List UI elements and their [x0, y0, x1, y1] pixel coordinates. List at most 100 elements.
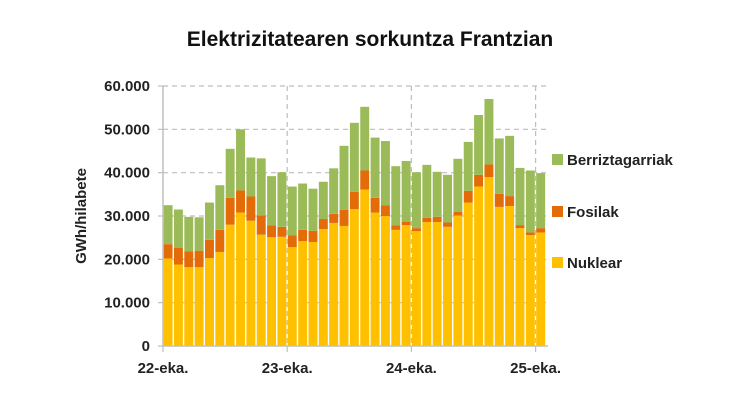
bar-nuklear — [463, 202, 473, 346]
bar-berriztagarriak — [298, 183, 308, 230]
chart-title: Elektrizitatearen sorkuntza Frantzian — [187, 28, 553, 51]
bar-fosilak — [474, 174, 484, 187]
bar-nuklear — [349, 209, 359, 346]
bar-fosilak — [515, 225, 525, 229]
bar-berriztagarriak — [484, 99, 494, 165]
bar-berriztagarriak — [236, 129, 245, 191]
bar-nuklear — [287, 247, 297, 346]
bar-fosilak — [505, 196, 515, 207]
bar-berriztagarriak — [205, 202, 214, 240]
bar-berriztagarriak — [422, 164, 432, 218]
bar-nuklear — [163, 258, 173, 346]
bar-berriztagarriak — [401, 160, 411, 222]
bar-fosilak — [215, 229, 225, 252]
bar-nuklear — [536, 232, 546, 346]
bar-fosilak — [412, 228, 421, 232]
y-tick-label: 60.000 — [104, 78, 150, 95]
bar-nuklear — [267, 237, 277, 346]
bar-fosilak — [453, 211, 463, 216]
bar-fosilak — [339, 209, 349, 226]
bar-berriztagarriak — [360, 106, 370, 171]
bar-fosilak — [184, 251, 194, 268]
bar-fosilak — [256, 215, 266, 235]
bar-nuklear — [391, 229, 401, 346]
bar-nuklear — [412, 231, 421, 346]
bar-berriztagarriak — [494, 138, 504, 194]
bar-nuklear — [184, 267, 194, 346]
bar-nuklear — [494, 206, 504, 346]
legend-label-berriztagarriak: Berriztagarriak — [567, 152, 674, 169]
bar-berriztagarriak — [536, 173, 546, 229]
bar-nuklear — [194, 267, 204, 346]
bar-berriztagarriak — [318, 181, 328, 220]
bar-fosilak — [443, 222, 452, 227]
bar-berriztagarriak — [443, 174, 452, 223]
bar-fosilak — [432, 216, 442, 223]
bar-nuklear — [360, 189, 370, 346]
legend-swatch-nuklear — [552, 257, 563, 268]
bar-nuklear — [318, 229, 328, 346]
bar-fosilak — [536, 228, 546, 233]
legend: Berriztagarriak Fosilak Nuklear — [552, 152, 674, 272]
x-tick-label: 24-eka. — [386, 360, 437, 377]
bar-nuklear — [432, 222, 442, 346]
bar-nuklear — [298, 241, 308, 346]
bar-fosilak — [163, 244, 173, 259]
bar-nuklear — [525, 235, 535, 346]
y-tick-label: 0 — [142, 338, 150, 355]
bar-fosilak — [494, 193, 504, 207]
bar-berriztagarriak — [173, 209, 183, 248]
bar-fosilak — [246, 196, 256, 221]
bar-fosilak — [236, 190, 245, 213]
bar-berriztagarriak — [505, 135, 515, 197]
bar-nuklear — [401, 225, 411, 346]
bar-nuklear — [443, 226, 452, 346]
bar-fosilak — [173, 247, 183, 265]
bar-nuklear — [339, 225, 349, 346]
bar-fosilak — [329, 213, 339, 223]
bar-berriztagarriak — [474, 115, 484, 175]
bar-berriztagarriak — [339, 145, 349, 210]
bar-fosilak — [318, 219, 328, 229]
bar-fosilak — [391, 225, 401, 230]
bar-nuklear — [370, 212, 380, 346]
x-tick-label: 23-eka. — [262, 360, 313, 377]
bar-nuklear — [329, 222, 339, 346]
bar-fosilak — [298, 229, 308, 242]
bar-nuklear — [474, 186, 484, 346]
bar-nuklear — [173, 264, 183, 346]
bar-fosilak — [422, 217, 432, 223]
bar-berriztagarriak — [225, 148, 235, 198]
y-tick-label: 50.000 — [104, 121, 150, 138]
x-tick-label: 25-eka. — [510, 360, 561, 377]
bar-berriztagarriak — [184, 216, 194, 252]
x-tick-label: 22-eka. — [138, 360, 189, 377]
bar-nuklear — [277, 236, 287, 346]
bar-nuklear — [256, 234, 266, 346]
bar-berriztagarriak — [308, 188, 318, 231]
bar-berriztagarriak — [194, 217, 204, 251]
legend-label-nuklear: Nuklear — [567, 255, 622, 272]
bar-berriztagarriak — [349, 122, 359, 192]
y-tick-label: 40.000 — [104, 165, 150, 182]
bar-berriztagarriak — [380, 141, 390, 206]
legend-swatch-berriztagarriak — [552, 154, 563, 165]
bar-nuklear — [484, 177, 494, 346]
bar-fosilak — [463, 190, 473, 203]
bar-berriztagarriak — [370, 137, 380, 198]
bar-fosilak — [349, 191, 359, 210]
bar-berriztagarriak — [453, 158, 463, 212]
bar-berriztagarriak — [329, 168, 339, 214]
bar-fosilak — [401, 221, 411, 226]
bar-berriztagarriak — [463, 141, 473, 191]
x-ticks: 22-eka. 23-eka. 24-eka. 25-eka. — [138, 346, 561, 377]
bar-berriztagarriak — [391, 166, 401, 226]
bar-nuklear — [215, 251, 225, 346]
bar-berriztagarriak — [287, 186, 297, 236]
bar-berriztagarriak — [256, 158, 266, 216]
bar-nuklear — [515, 228, 525, 346]
bar-berriztagarriak — [525, 170, 535, 233]
legend-label-fosilak: Fosilak — [567, 204, 619, 221]
bar-fosilak — [525, 232, 535, 236]
